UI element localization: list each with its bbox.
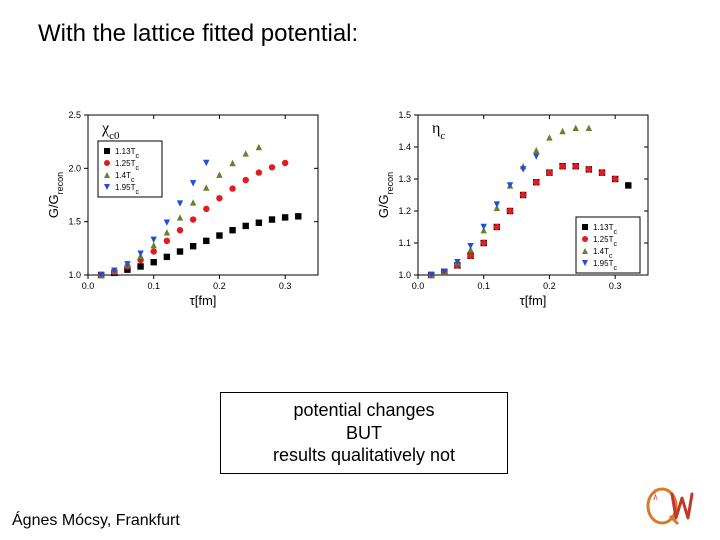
svg-text:0.2: 0.2 (543, 281, 556, 291)
charts-row: 0.0 0.1 0.2 0.3 τ[fm] 1.0 1.5 2.0 2.5 G/Grecon χc0… (40, 105, 660, 315)
slide-title: With the lattice fitted potential: (38, 20, 358, 48)
svg-text:χc0: χc0 (101, 120, 120, 142)
callout-line-2: BUT (229, 422, 499, 445)
svg-text:ηc: ηc (432, 120, 445, 142)
chart-svg-chi-c0: 0.0 0.1 0.2 0.3 τ[fm] 1.0 1.5 2.0 2.5 G/Grecon χc0… (40, 105, 330, 315)
svg-text:1.1: 1.1 (398, 238, 411, 248)
svg-text:0.2: 0.2 (213, 281, 226, 291)
svg-text:2.5: 2.5 (68, 110, 81, 120)
svg-text:0.0: 0.0 (82, 281, 95, 291)
svg-text:G/Grecon: G/Grecon (376, 172, 395, 218)
chart-chi-c0: 0.0 0.1 0.2 0.3 τ[fm] 1.0 1.5 2.0 2.5 G/Grecon χc0… (40, 105, 330, 315)
callout-line-1: potential changes (229, 399, 499, 422)
slide: With the lattice fitted potential: 0.00.… (0, 0, 720, 540)
svg-text:τ[fm]: τ[fm] (520, 293, 547, 308)
svg-text:1.0: 1.0 (68, 270, 81, 280)
svg-text:1.2: 1.2 (398, 206, 411, 216)
svg-text:2.0: 2.0 (68, 163, 81, 173)
chart-eta-c: 0.0 0.1 0.2 0.3 τ[fm] 1.0 1.1 1.2 1.3 1.4 1.5 G/Gre… (370, 105, 660, 315)
svg-text:0.3: 0.3 (279, 281, 292, 291)
svg-text:0.1: 0.1 (477, 281, 490, 291)
callout-line-3: results qualitatively not (229, 444, 499, 467)
svg-text:0.1: 0.1 (147, 281, 160, 291)
svg-text:τ[fm]: τ[fm] (190, 293, 217, 308)
svg-text:λ: λ (653, 492, 658, 503)
svg-text:1.3: 1.3 (398, 174, 411, 184)
svg-text:0.0: 0.0 (412, 281, 425, 291)
svg-text:1.5: 1.5 (68, 217, 81, 227)
chart-svg-eta-c: 0.0 0.1 0.2 0.3 τ[fm] 1.0 1.1 1.2 1.3 1.4 1.5 G/Gre… (370, 105, 660, 315)
svg-text:1.5: 1.5 (398, 110, 411, 120)
svg-text:1.0: 1.0 (398, 270, 411, 280)
svg-text:G/Grecon: G/Grecon (46, 172, 65, 218)
qm-logo-icon: λ (644, 486, 702, 526)
callout-box: potential changes BUT results qualitativ… (220, 392, 508, 474)
svg-text:1.4: 1.4 (398, 142, 411, 152)
svg-text:0.3: 0.3 (609, 281, 622, 291)
footer-author: Ágnes Mócsy, Frankfurt (12, 512, 180, 530)
